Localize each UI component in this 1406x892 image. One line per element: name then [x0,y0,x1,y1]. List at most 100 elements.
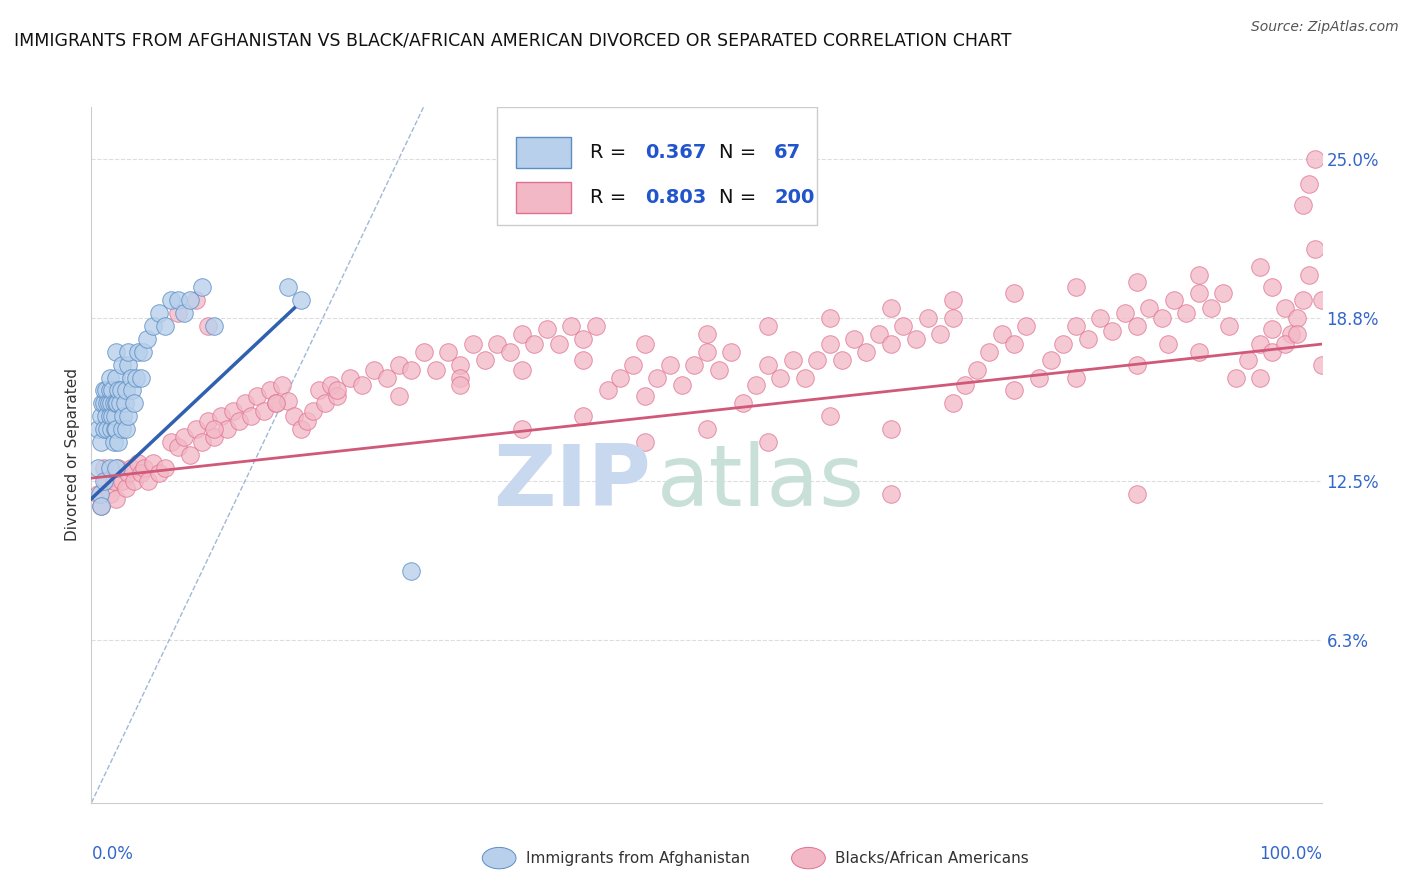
Point [1225,370,1247,384]
Point [173,430,195,444]
Point [695,422,717,436]
Point [111,422,134,436]
Point [1218,319,1240,334]
Point [114,422,138,436]
Point [160,435,183,450]
Point [1015,319,1038,334]
Point [197,319,219,334]
Point [321,378,343,392]
Point [96,396,118,410]
Point [831,352,853,367]
Point [90,500,112,514]
Point [129,466,152,480]
Point [246,389,269,403]
Point [98,486,121,500]
Point [449,378,471,392]
Point [953,378,976,392]
Point [1310,293,1333,308]
Point [880,422,903,436]
Point [90,409,112,424]
Point [645,370,669,384]
Point [148,466,170,480]
Point [695,326,717,341]
Point [148,306,170,320]
Point [1249,337,1271,351]
Point [222,404,245,418]
Point [399,363,422,377]
Point [93,460,115,475]
Point [474,352,496,367]
Point [91,396,114,410]
Point [114,396,136,410]
Point [547,337,569,351]
Point [880,486,903,500]
Point [153,460,177,475]
Point [290,293,312,308]
Point [117,344,139,359]
Point [253,404,276,418]
Point [1064,319,1087,334]
Point [683,358,706,372]
Point [745,378,768,392]
Point [114,384,138,398]
Point [585,319,607,334]
Point [98,409,121,424]
Text: 0.803: 0.803 [645,188,706,207]
Point [1298,178,1320,192]
Point [124,474,146,488]
Point [107,384,129,398]
Text: 200: 200 [775,188,814,207]
Point [891,319,914,334]
Point [86,422,108,436]
Point [93,384,115,398]
Point [1077,332,1099,346]
Point [240,409,263,424]
Point [202,422,225,436]
Bar [516,136,571,168]
Point [388,389,411,403]
Point [966,363,988,377]
Point [111,358,134,372]
Point [96,409,117,424]
Point [1249,260,1271,274]
Point [536,321,558,335]
Point [818,409,841,424]
Point [1002,337,1025,351]
Point [1150,311,1173,326]
Point [173,306,195,320]
Point [127,344,149,359]
Point [283,409,305,424]
Point [1028,370,1050,384]
Point [117,466,139,480]
Point [1139,301,1161,315]
Point [695,344,717,359]
Point [1298,268,1320,282]
Point [105,396,128,410]
Point [259,384,281,398]
Point [117,358,139,372]
Point [880,301,903,315]
Point [101,409,124,424]
Text: 100.0%: 100.0% [1258,845,1322,863]
Point [782,352,804,367]
Point [1261,280,1284,294]
Point [437,344,460,359]
Point [1285,326,1308,341]
Point [1199,301,1222,315]
Point [818,337,841,351]
Point [166,440,188,454]
Point [86,486,108,500]
Y-axis label: Divorced or Separated: Divorced or Separated [65,368,80,541]
Point [184,293,207,308]
Point [461,337,484,351]
Point [105,422,127,436]
Point [523,337,546,351]
Point [1212,285,1234,300]
Point [1187,344,1209,359]
Point [127,456,149,470]
Point [1274,301,1296,315]
Point [96,474,117,488]
Point [132,344,155,359]
Point [1274,337,1296,351]
Point [105,370,127,384]
